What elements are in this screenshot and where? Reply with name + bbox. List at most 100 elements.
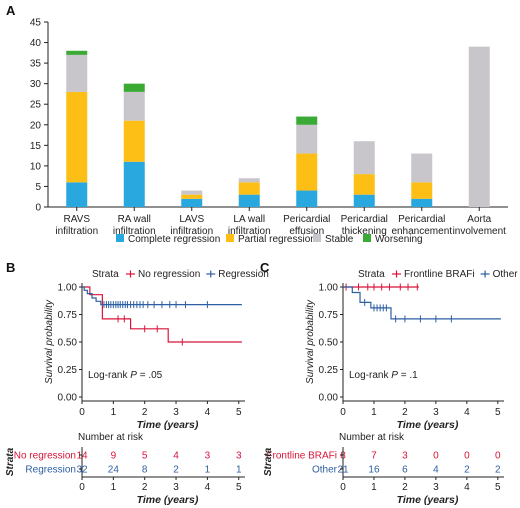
bar-segment (181, 190, 203, 195)
x-tick-label: RA wall (118, 214, 151, 225)
km-chart-treatment: Strata Frontline BRAFi Other 0.00 0.25 0.50 0.… (263, 269, 518, 506)
bar-segment (66, 54, 88, 92)
bar-segment (181, 198, 203, 207)
x-tick-label: 1 (371, 482, 377, 493)
x-tick-label: 5 (495, 407, 501, 418)
x-tick-label: effusion (289, 226, 324, 237)
x-tick-label: Pericardial (398, 214, 445, 225)
risk-count: 1 (236, 465, 242, 476)
legend-label: No regression (138, 269, 200, 280)
risk-count: 1 (205, 465, 211, 476)
x-tick-label: infiltration (228, 226, 271, 237)
y-tick-label: 15 (30, 141, 42, 152)
risk-count: 4 (433, 465, 439, 476)
x-tick-label: enhancement (391, 226, 452, 237)
x-tick-label: 2 (402, 482, 408, 493)
y-tick-label: 0.25 (319, 365, 339, 376)
x-tick-label: 0 (79, 482, 85, 493)
log-rank-value: = .05 (137, 370, 163, 381)
log-rank-p: P (130, 370, 137, 381)
x-tick-label: 4 (205, 482, 211, 493)
x-tick-label: infiltration (170, 226, 213, 237)
x-axis-title: Time (years) (137, 419, 199, 431)
bar-segment (66, 91, 88, 183)
legend-swatch (116, 234, 124, 242)
survival-curve (343, 286, 501, 320)
x-tick-label: LA wall (233, 214, 265, 225)
bar-segment (353, 174, 375, 195)
km-chart-regression: Strata No regression Regression0.000.250.5… (5, 269, 269, 506)
x-tick-label: 0 (79, 407, 85, 418)
risk-strata-label: Strata (5, 447, 16, 476)
bar-segment (123, 83, 145, 92)
log-rank-p: P (391, 370, 398, 381)
panel-label-a: A (6, 3, 16, 18)
y-tick-label: 0.75 (319, 310, 339, 321)
legend-label: Complete regression (128, 234, 220, 245)
legend-swatch (363, 234, 371, 242)
bar-segment (411, 198, 433, 207)
bar-segment (66, 50, 88, 55)
bar-segment (468, 46, 490, 207)
x-tick-label: involvement (453, 226, 507, 237)
risk-count: 2 (173, 465, 179, 476)
bar-segment (296, 116, 318, 125)
risk-row-label: Frontline BRAFi (266, 451, 337, 462)
x-tick-label: RAVS (64, 214, 91, 225)
bar-segment (66, 182, 88, 207)
risk-count: 0 (433, 451, 439, 462)
x-tick-label: 2 (142, 407, 148, 418)
x-tick-label: 1 (111, 482, 117, 493)
y-tick-label: 5 (35, 182, 41, 193)
y-tick-label: 20 (30, 120, 42, 131)
x-tick-label: infiltration (113, 226, 156, 237)
survival-curve (82, 286, 242, 306)
y-tick-label: 45 (30, 18, 42, 29)
risk-strata-label: Strata (263, 447, 274, 476)
bar-segment (296, 153, 318, 191)
risk-count: 8 (142, 465, 148, 476)
risk-count: 24 (108, 465, 120, 476)
y-axis-title: Survival probability (305, 299, 316, 384)
risk-count: 3 (402, 451, 408, 462)
x-tick-label: LAVS (179, 214, 204, 225)
legend-label: Regression (218, 269, 269, 280)
bar-segment (238, 178, 260, 183)
bar-segment (123, 91, 145, 121)
risk-table-title: Number at risk (78, 432, 144, 443)
y-tick-label: 10 (30, 161, 42, 172)
x-tick-label: 2 (402, 407, 408, 418)
bar-segment (296, 124, 318, 154)
risk-row-label: Other (312, 465, 338, 476)
x-tick-label: 3 (433, 407, 439, 418)
y-tick-label: 40 (30, 38, 42, 49)
log-rank-annotation: Log-rank P = .05 (88, 370, 163, 381)
risk-table-title: Number at risk (339, 432, 405, 443)
panel-label-c: C (260, 260, 270, 275)
risk-count: 16 (368, 465, 380, 476)
log-rank-annotation: Log-rank P = .1 (349, 370, 418, 381)
x-tick-label: 4 (205, 407, 211, 418)
legend-label: Other (493, 269, 519, 280)
risk-row-label: Regression (25, 465, 76, 476)
y-tick-label: 0.50 (58, 338, 78, 349)
x-tick-label: 2 (142, 482, 148, 493)
risk-count: 9 (111, 451, 117, 462)
y-tick-label: 0.50 (319, 338, 339, 349)
y-tick-label: 0.25 (58, 365, 78, 376)
x-tick-label: 0 (340, 407, 346, 418)
y-tick-label: 0 (35, 203, 41, 214)
risk-x-axis-title: Time (years) (137, 494, 199, 506)
y-tick-label: 30 (30, 79, 42, 90)
log-rank-prefix: Log-rank (349, 370, 391, 381)
x-axis-title: Time (years) (397, 419, 459, 431)
x-tick-label: Pericardial (341, 214, 388, 225)
log-rank-prefix: Log-rank (88, 370, 130, 381)
x-tick-label: thickening (342, 226, 387, 237)
y-tick-label: 0.00 (319, 393, 339, 404)
risk-count: 0 (464, 451, 470, 462)
x-tick-label: Aorta (467, 214, 491, 225)
risk-count: 5 (142, 451, 148, 462)
